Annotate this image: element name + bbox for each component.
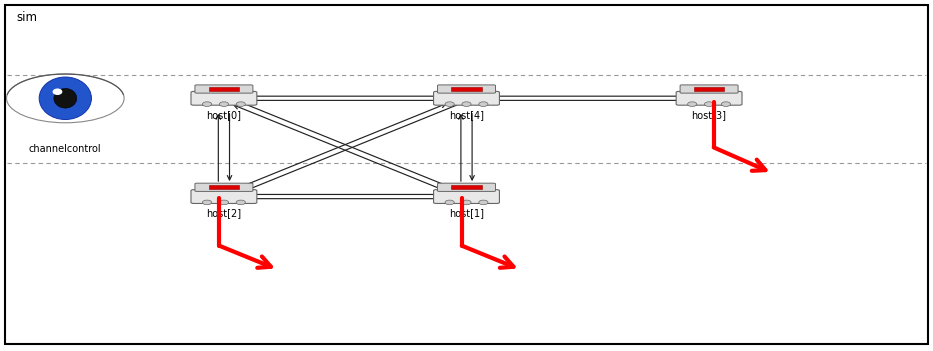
Text: host[4]: host[4] <box>449 110 484 120</box>
Ellipse shape <box>445 102 454 106</box>
Ellipse shape <box>445 200 454 205</box>
Text: sim: sim <box>17 11 38 24</box>
FancyBboxPatch shape <box>195 85 253 93</box>
Ellipse shape <box>39 77 91 119</box>
Ellipse shape <box>479 102 488 106</box>
Bar <box>452 185 481 189</box>
Ellipse shape <box>7 74 124 123</box>
Ellipse shape <box>462 200 471 205</box>
Ellipse shape <box>462 102 471 106</box>
Ellipse shape <box>52 88 63 95</box>
Ellipse shape <box>202 200 212 205</box>
FancyBboxPatch shape <box>438 85 495 93</box>
Text: host[1]: host[1] <box>449 208 484 218</box>
Ellipse shape <box>721 102 731 106</box>
Bar <box>209 185 239 189</box>
Text: host[2]: host[2] <box>206 208 242 218</box>
Ellipse shape <box>704 102 714 106</box>
Bar <box>209 87 239 91</box>
Bar <box>694 87 724 91</box>
Ellipse shape <box>688 102 697 106</box>
Text: host[3]: host[3] <box>691 110 727 120</box>
FancyBboxPatch shape <box>680 85 738 93</box>
FancyBboxPatch shape <box>434 91 499 105</box>
Text: host[0]: host[0] <box>206 110 242 120</box>
Ellipse shape <box>219 200 229 205</box>
FancyBboxPatch shape <box>191 190 257 204</box>
Ellipse shape <box>479 200 488 205</box>
Ellipse shape <box>236 102 245 106</box>
FancyBboxPatch shape <box>676 91 742 105</box>
FancyBboxPatch shape <box>195 183 253 191</box>
Ellipse shape <box>54 88 77 108</box>
FancyBboxPatch shape <box>434 190 499 204</box>
FancyBboxPatch shape <box>438 183 495 191</box>
FancyBboxPatch shape <box>191 91 257 105</box>
Ellipse shape <box>236 200 245 205</box>
Ellipse shape <box>202 102 212 106</box>
Ellipse shape <box>219 102 229 106</box>
Bar <box>452 87 481 91</box>
Text: channelcontrol: channelcontrol <box>29 144 102 154</box>
